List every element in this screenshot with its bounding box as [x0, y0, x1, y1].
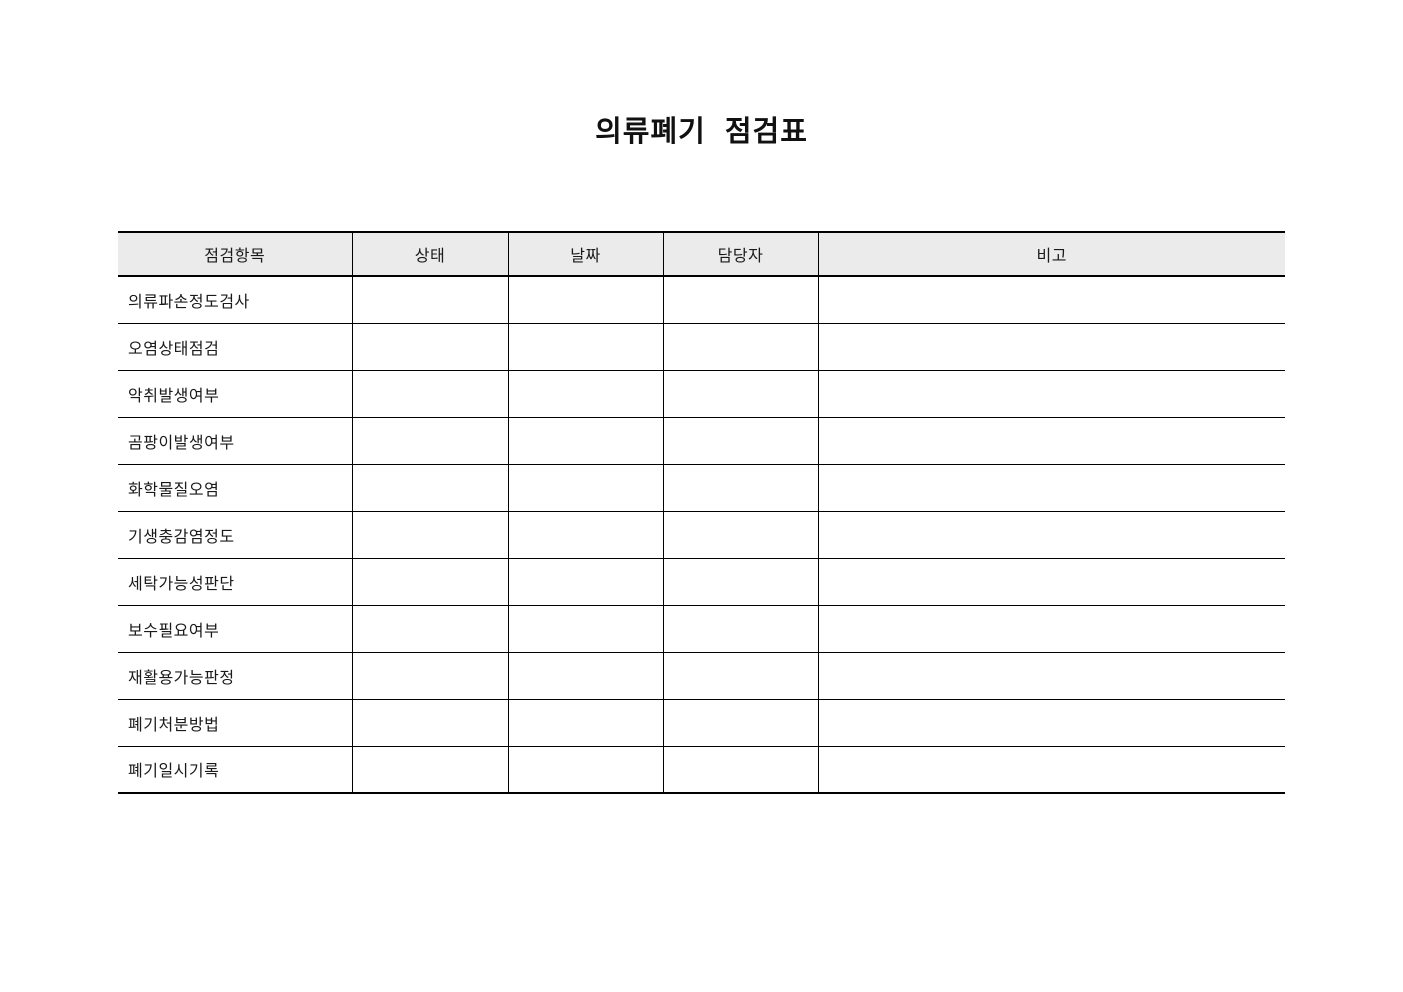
table-row: 보수필요여부 — [118, 605, 1285, 653]
cell-manager — [662, 699, 819, 747]
cell-status — [351, 464, 509, 512]
cell-manager — [662, 746, 819, 794]
cell-status — [351, 558, 509, 606]
col-header-date: 날짜 — [507, 232, 664, 277]
cell-notes — [817, 323, 1285, 371]
table-row: 기생충감염정도 — [118, 511, 1285, 559]
checklist-table: 점검항목 상태 날짜 담당자 비고 의류파손정도검사 오염상태점검 — [118, 231, 1285, 794]
row-label: 화학물질오염 — [118, 464, 353, 512]
table-row: 곰팡이발생여부 — [118, 417, 1285, 465]
cell-status — [351, 370, 509, 418]
cell-date — [507, 746, 664, 794]
cell-status — [351, 511, 509, 559]
cell-manager — [662, 370, 819, 418]
cell-date — [507, 464, 664, 512]
cell-status — [351, 276, 509, 324]
cell-manager — [662, 276, 819, 324]
cell-date — [507, 417, 664, 465]
row-label: 재활용가능판정 — [118, 652, 353, 700]
row-label: 폐기처분방법 — [118, 699, 353, 747]
cell-manager — [662, 511, 819, 559]
cell-manager — [662, 605, 819, 653]
cell-status — [351, 323, 509, 371]
col-header-notes: 비고 — [817, 232, 1285, 277]
cell-manager — [662, 417, 819, 465]
cell-date — [507, 699, 664, 747]
cell-notes — [817, 464, 1285, 512]
table-row: 세탁가능성판단 — [118, 558, 1285, 606]
page-title: 의류폐기 점검표 — [595, 116, 808, 148]
cell-notes — [817, 417, 1285, 465]
cell-status — [351, 746, 509, 794]
cell-notes — [817, 746, 1285, 794]
cell-notes — [817, 511, 1285, 559]
cell-status — [351, 652, 509, 700]
table-row: 화학물질오염 — [118, 464, 1285, 512]
cell-date — [507, 323, 664, 371]
cell-notes — [817, 558, 1285, 606]
row-label: 보수필요여부 — [118, 605, 353, 653]
table-header: 점검항목 상태 날짜 담당자 비고 — [118, 232, 1285, 277]
cell-manager — [662, 558, 819, 606]
cell-date — [507, 370, 664, 418]
cell-notes — [817, 370, 1285, 418]
cell-manager — [662, 652, 819, 700]
table-row: 의류파손정도검사 — [118, 276, 1285, 324]
col-header-status: 상태 — [351, 232, 509, 277]
row-label: 기생충감염정도 — [118, 511, 353, 559]
col-header-item: 점검항목 — [118, 232, 353, 277]
row-label: 의류파손정도검사 — [118, 276, 353, 324]
row-label: 곰팡이발생여부 — [118, 417, 353, 465]
cell-status — [351, 605, 509, 653]
cell-status — [351, 699, 509, 747]
cell-notes — [817, 276, 1285, 324]
cell-notes — [817, 652, 1285, 700]
checklist-table-container: 점검항목 상태 날짜 담당자 비고 의류파손정도검사 오염상태점검 — [118, 231, 1285, 794]
cell-date — [507, 652, 664, 700]
table-row: 재활용가능판정 — [118, 652, 1285, 700]
col-header-manager: 담당자 — [662, 232, 819, 277]
cell-date — [507, 558, 664, 606]
cell-date — [507, 511, 664, 559]
cell-date — [507, 605, 664, 653]
row-label: 폐기일시기록 — [118, 746, 353, 794]
cell-manager — [662, 464, 819, 512]
row-label: 세탁가능성판단 — [118, 558, 353, 606]
table-body: 의류파손정도검사 오염상태점검 악취발생여부 — [118, 276, 1285, 794]
header-row: 점검항목 상태 날짜 담당자 비고 — [118, 232, 1285, 277]
cell-status — [351, 417, 509, 465]
row-label: 오염상태점검 — [118, 323, 353, 371]
table-row: 폐기처분방법 — [118, 699, 1285, 747]
table-row: 악취발생여부 — [118, 370, 1285, 418]
row-label: 악취발생여부 — [118, 370, 353, 418]
cell-notes — [817, 699, 1285, 747]
table-row: 오염상태점검 — [118, 323, 1285, 371]
cell-manager — [662, 323, 819, 371]
cell-notes — [817, 605, 1285, 653]
cell-date — [507, 276, 664, 324]
table-row: 폐기일시기록 — [118, 746, 1285, 794]
